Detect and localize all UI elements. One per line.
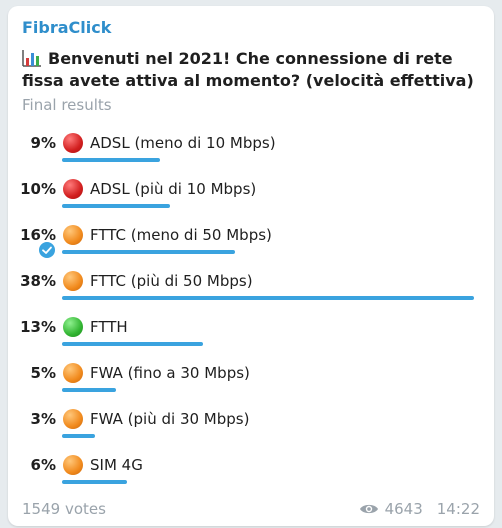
option-percent: 9% [30, 134, 56, 152]
poll-option[interactable]: 38% FTTC (più di 50 Mbps) [8, 270, 494, 310]
option-percent: 38% [20, 272, 56, 290]
option-percent: 13% [20, 318, 56, 336]
bar-chart-icon [22, 49, 42, 67]
option-label: FTTC (meno di 50 Mbps) [90, 226, 272, 244]
poll-question: Benvenuti nel 2021! Che connessione di r… [22, 48, 482, 92]
option-percent: 10% [20, 180, 56, 198]
orange-circle-icon [63, 363, 83, 383]
poll-option[interactable]: 3% FWA (più di 30 Mbps) [8, 408, 494, 448]
poll-option[interactable]: 5% FWA (fino a 30 Mbps) [8, 362, 494, 402]
poll-question-text: Benvenuti nel 2021! Che connessione di r… [22, 49, 474, 90]
chosen-check-icon [39, 242, 55, 258]
message-meta: 4643 14:22 [359, 500, 480, 518]
green-circle-icon [63, 317, 83, 337]
option-result-bar [62, 296, 474, 300]
orange-circle-icon [63, 225, 83, 245]
option-result-bar [62, 204, 170, 208]
message-time: 14:22 [436, 500, 480, 518]
message-bubble: FibraClick Benvenuti nel 2021! Che conne… [8, 6, 494, 526]
option-result-bar [62, 480, 127, 484]
option-label: FTTH [90, 318, 128, 336]
poll-option[interactable]: 6% SIM 4G [8, 454, 494, 494]
red-circle-icon [63, 133, 83, 153]
option-label: ADSL (meno di 10 Mbps) [90, 134, 276, 152]
option-result-bar [62, 342, 203, 346]
option-result-bar [62, 434, 95, 438]
poll-option[interactable]: 9% ADSL (meno di 10 Mbps) [8, 132, 494, 172]
option-result-bar [62, 158, 160, 162]
option-percent: 5% [30, 364, 56, 382]
option-label: ADSL (più di 10 Mbps) [90, 180, 257, 198]
option-percent: 3% [30, 410, 56, 428]
red-circle-icon [63, 179, 83, 199]
option-result-bar [62, 388, 116, 392]
option-label: FWA (più di 30 Mbps) [90, 410, 250, 428]
option-label: FWA (fino a 30 Mbps) [90, 364, 250, 382]
vote-count[interactable]: 1549 votes [22, 500, 106, 518]
option-label: FTTC (più di 50 Mbps) [90, 272, 253, 290]
option-label: SIM 4G [90, 456, 143, 474]
option-result-bar [62, 250, 235, 254]
orange-circle-icon [63, 271, 83, 291]
poll-option[interactable]: 13% FTTH [8, 316, 494, 356]
poll-option[interactable]: 10% ADSL (più di 10 Mbps) [8, 178, 494, 218]
option-percent: 6% [30, 456, 56, 474]
orange-circle-icon [63, 409, 83, 429]
poll-status: Final results [22, 96, 112, 114]
option-percent: 16% [20, 226, 56, 244]
eye-icon [359, 504, 378, 514]
view-count: 4643 [384, 500, 423, 518]
poll-option[interactable]: 16% FTTC (meno di 50 Mbps) [8, 224, 494, 264]
orange-circle-icon [63, 455, 83, 475]
channel-name[interactable]: FibraClick [22, 18, 112, 37]
